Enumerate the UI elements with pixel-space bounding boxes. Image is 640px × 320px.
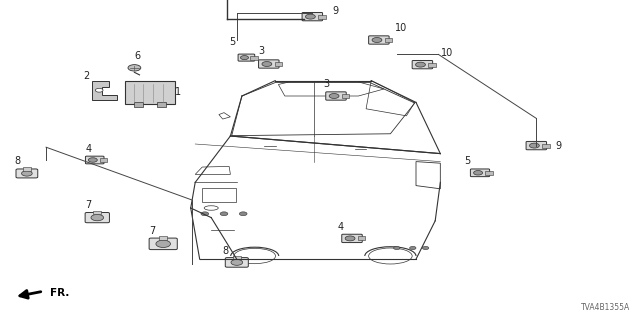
FancyBboxPatch shape — [318, 15, 326, 19]
Text: 4: 4 — [337, 221, 344, 232]
FancyBboxPatch shape — [149, 238, 177, 250]
FancyBboxPatch shape — [125, 81, 175, 104]
Text: 5: 5 — [229, 36, 236, 47]
Circle shape — [22, 171, 32, 176]
Circle shape — [529, 143, 540, 148]
Text: 8: 8 — [15, 156, 21, 166]
Circle shape — [156, 240, 170, 247]
FancyBboxPatch shape — [542, 144, 550, 148]
FancyBboxPatch shape — [326, 92, 346, 100]
FancyBboxPatch shape — [23, 167, 31, 171]
FancyBboxPatch shape — [85, 156, 104, 164]
Circle shape — [422, 246, 429, 250]
FancyBboxPatch shape — [275, 62, 282, 66]
Text: 10: 10 — [394, 23, 407, 33]
Circle shape — [305, 14, 316, 19]
Circle shape — [345, 236, 355, 241]
FancyBboxPatch shape — [159, 236, 167, 240]
FancyBboxPatch shape — [412, 60, 433, 69]
Text: 3: 3 — [323, 79, 330, 89]
Circle shape — [410, 246, 416, 250]
Text: FR.: FR. — [50, 288, 69, 299]
Circle shape — [201, 212, 209, 216]
FancyBboxPatch shape — [302, 12, 323, 21]
FancyBboxPatch shape — [157, 102, 166, 107]
FancyBboxPatch shape — [470, 169, 490, 177]
FancyBboxPatch shape — [233, 256, 241, 259]
Circle shape — [372, 37, 382, 43]
Text: 9: 9 — [332, 6, 339, 16]
Text: 7: 7 — [149, 226, 156, 236]
Circle shape — [415, 62, 426, 67]
FancyBboxPatch shape — [428, 63, 436, 67]
Polygon shape — [92, 81, 117, 100]
Circle shape — [241, 56, 248, 60]
FancyBboxPatch shape — [238, 54, 255, 61]
Circle shape — [239, 212, 247, 216]
Text: 4: 4 — [85, 144, 92, 154]
Text: 3: 3 — [258, 45, 264, 56]
FancyBboxPatch shape — [134, 102, 143, 107]
Circle shape — [128, 65, 141, 71]
Circle shape — [91, 214, 104, 221]
FancyBboxPatch shape — [358, 236, 365, 240]
FancyBboxPatch shape — [342, 234, 362, 243]
FancyBboxPatch shape — [250, 56, 258, 60]
Text: TVA4B1355A: TVA4B1355A — [581, 303, 630, 312]
Circle shape — [329, 93, 339, 99]
Text: 10: 10 — [440, 48, 453, 58]
Circle shape — [95, 88, 103, 92]
FancyBboxPatch shape — [225, 258, 248, 267]
Circle shape — [231, 260, 243, 265]
FancyBboxPatch shape — [485, 171, 493, 175]
Text: 7: 7 — [85, 200, 92, 211]
Text: 2: 2 — [83, 71, 90, 81]
Circle shape — [88, 158, 97, 162]
Text: 1: 1 — [175, 87, 181, 97]
FancyBboxPatch shape — [85, 212, 109, 223]
Circle shape — [474, 171, 483, 175]
FancyBboxPatch shape — [342, 94, 349, 98]
FancyBboxPatch shape — [16, 169, 38, 178]
Text: 9: 9 — [555, 140, 561, 151]
FancyBboxPatch shape — [93, 211, 101, 214]
Text: 8: 8 — [222, 246, 228, 256]
FancyBboxPatch shape — [100, 158, 108, 162]
Text: 5: 5 — [464, 156, 470, 166]
Circle shape — [262, 61, 272, 67]
Text: 6: 6 — [134, 51, 140, 61]
Circle shape — [394, 246, 400, 250]
FancyBboxPatch shape — [526, 141, 547, 150]
FancyBboxPatch shape — [259, 60, 279, 68]
Circle shape — [220, 212, 228, 216]
FancyBboxPatch shape — [385, 38, 392, 42]
FancyBboxPatch shape — [369, 36, 389, 44]
